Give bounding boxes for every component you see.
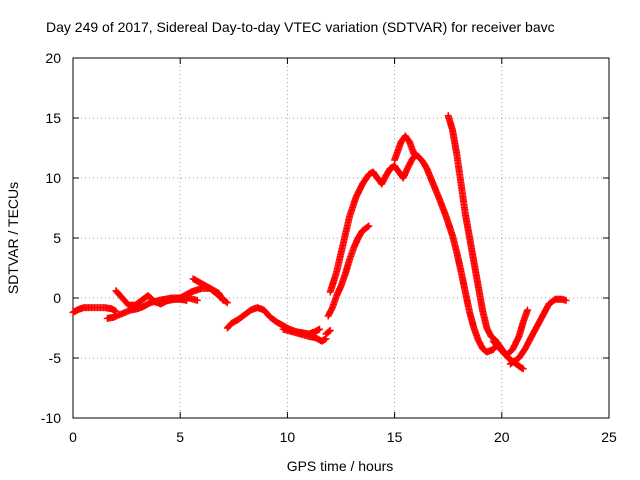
axis-ticks: 0 5 10 15 20 25 -10 -5 0 5 10 15 20 bbox=[41, 50, 617, 445]
x-tick-label: 0 bbox=[69, 429, 77, 445]
y-tick-label: 10 bbox=[45, 170, 61, 186]
data-point-plus bbox=[365, 222, 373, 230]
data-point-plus bbox=[223, 299, 231, 307]
y-tick-label: 0 bbox=[53, 290, 61, 306]
data-point-plus bbox=[326, 326, 334, 334]
chart-title: Day 249 of 2017, Sidereal Day-to-day VTE… bbox=[46, 19, 555, 35]
x-tick-label: 25 bbox=[601, 429, 617, 445]
x-tick-label: 15 bbox=[387, 429, 403, 445]
data-point-plus bbox=[193, 296, 201, 304]
y-tick-label: -10 bbox=[41, 410, 61, 426]
y-tick-label: 5 bbox=[53, 230, 61, 246]
data-point-plus bbox=[183, 296, 191, 304]
x-tick-label: 20 bbox=[494, 429, 510, 445]
series-arc-7 bbox=[279, 325, 330, 345]
y-axis-label: SDTVAR / TECUs bbox=[5, 182, 21, 294]
series-arc-8 bbox=[322, 326, 334, 338]
data-point-plus bbox=[316, 325, 324, 333]
series-arc-5 bbox=[189, 275, 231, 307]
x-tick-label: 10 bbox=[280, 429, 296, 445]
grid-lines bbox=[73, 58, 609, 418]
data-point-plus bbox=[524, 306, 532, 314]
y-tick-label: 20 bbox=[45, 50, 61, 66]
data-point-plus bbox=[222, 298, 230, 306]
y-tick-label: -5 bbox=[49, 350, 62, 366]
series-arc-14 bbox=[506, 295, 570, 368]
x-tick-label: 5 bbox=[176, 429, 184, 445]
series-arc-10 bbox=[326, 150, 420, 296]
data-point-plus bbox=[325, 327, 333, 335]
data-point-plus bbox=[562, 296, 570, 304]
data-points bbox=[69, 112, 570, 373]
y-tick-label: 15 bbox=[45, 110, 61, 126]
data-point-plus bbox=[364, 223, 372, 231]
x-axis-label: GPS time / hours bbox=[287, 458, 394, 474]
series-arc-12 bbox=[444, 112, 527, 373]
data-point-plus bbox=[519, 365, 527, 373]
series-arc-1 bbox=[69, 304, 120, 316]
series-arc-9 bbox=[324, 222, 373, 320]
data-point-plus bbox=[112, 307, 120, 315]
series-arc-13 bbox=[489, 306, 532, 360]
